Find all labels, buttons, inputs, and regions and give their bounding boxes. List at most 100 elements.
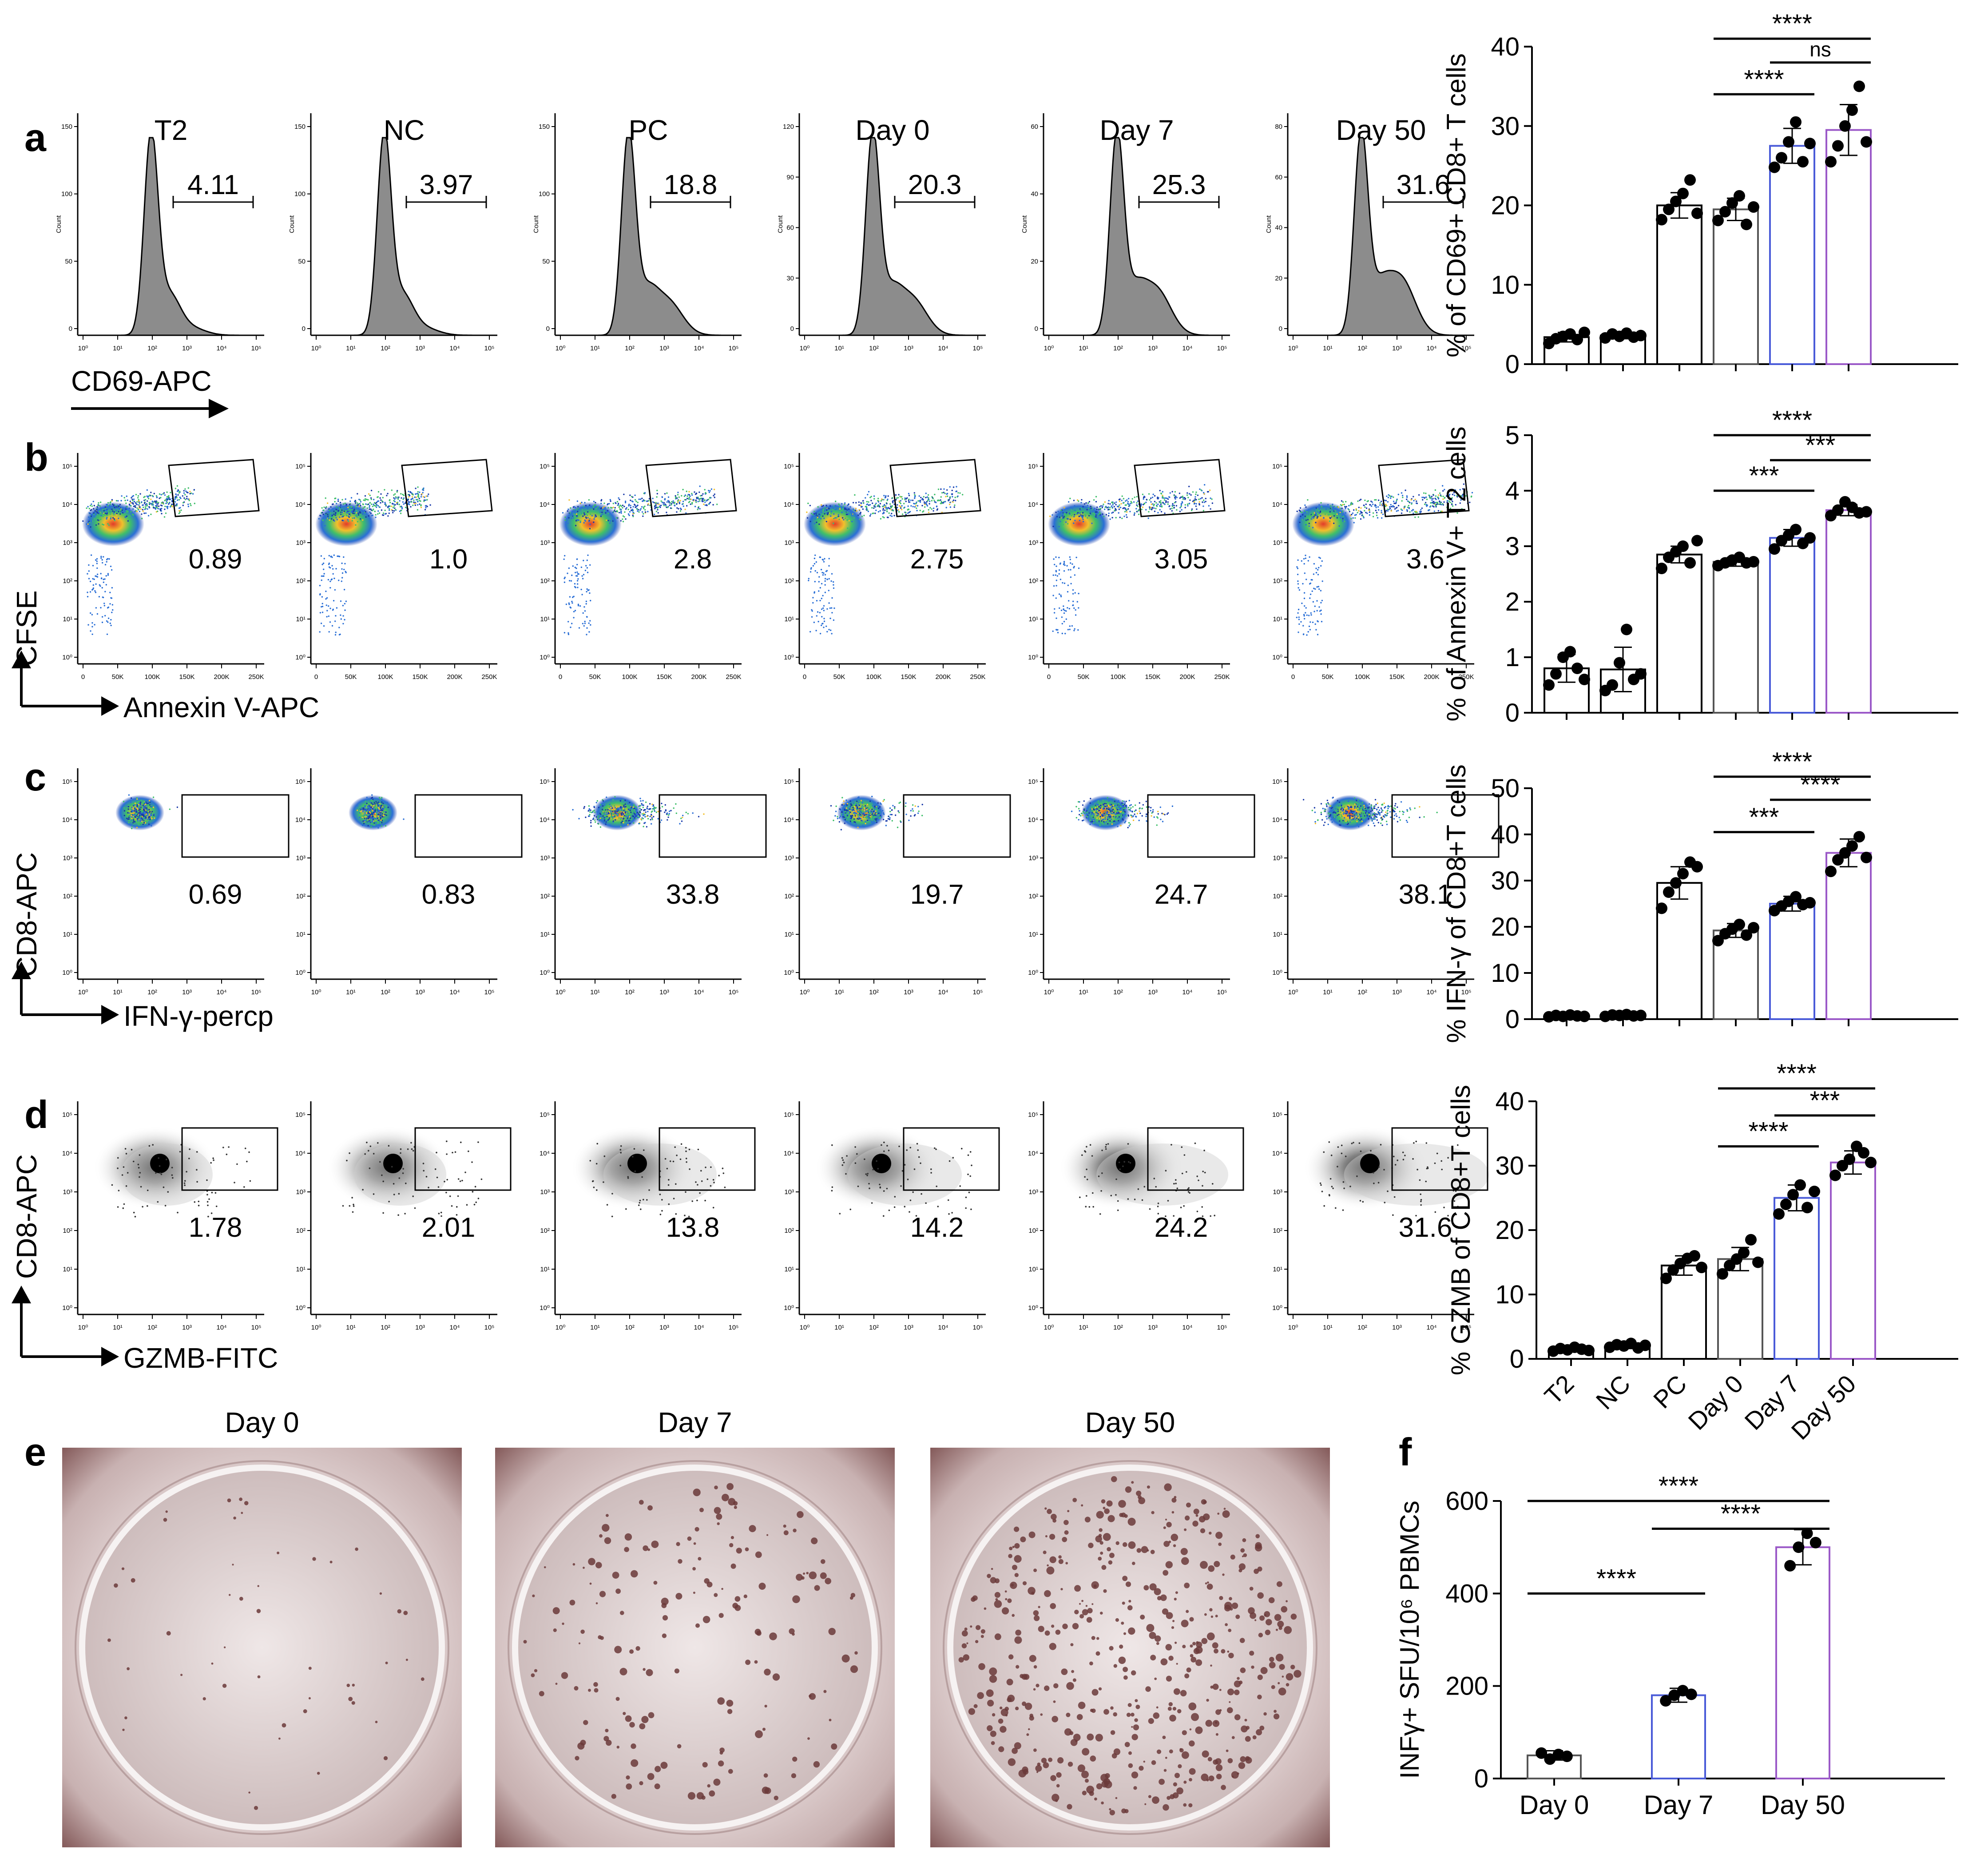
event-dot (637, 811, 639, 814)
event-dot (949, 501, 951, 504)
event-dot (1142, 504, 1144, 505)
event-dot (111, 597, 113, 599)
event-dot (1154, 510, 1156, 512)
event-dot (622, 518, 623, 520)
event-dot (1053, 558, 1055, 560)
event-dot (361, 810, 363, 812)
event-dot (1433, 510, 1435, 512)
event-dot (885, 495, 887, 497)
event-dot (828, 565, 830, 567)
y-tick-label: 20 (1031, 258, 1038, 265)
event-dot (409, 491, 411, 493)
event-dot (675, 803, 677, 805)
event-dot (1305, 557, 1306, 559)
event-dot (846, 513, 848, 516)
event-dot (187, 505, 190, 508)
event-dot (385, 814, 387, 816)
event-dot (1067, 584, 1069, 586)
event-dot (384, 509, 386, 512)
event-dot (363, 822, 365, 825)
event-dot (816, 572, 818, 574)
event-dot (144, 506, 147, 508)
event-dot (653, 502, 655, 504)
event-dot (1075, 614, 1077, 616)
event-dot (671, 503, 672, 504)
event-dot (143, 807, 144, 809)
event-dot (1424, 503, 1426, 505)
event-dot (1409, 511, 1411, 513)
event-dot (187, 504, 189, 505)
y-tick-label: 10⁰ (295, 654, 306, 661)
event-dot (178, 492, 180, 494)
event-dot (673, 502, 675, 504)
event-dot (636, 809, 638, 810)
event-dot (887, 495, 889, 497)
event-dot (166, 502, 168, 504)
event-dot (1068, 607, 1070, 610)
event-dot (343, 568, 345, 571)
event-dot (410, 506, 412, 508)
event-dot (576, 500, 579, 502)
event-dot (1142, 506, 1144, 508)
event-dot (147, 821, 149, 822)
event-dot (1303, 597, 1305, 599)
event-dot (928, 512, 930, 513)
event-dot (1432, 501, 1434, 503)
event-dot (380, 809, 382, 811)
event-dot (823, 627, 825, 628)
event-dot (151, 806, 153, 808)
event-dot (137, 815, 139, 817)
event-dot (587, 589, 589, 592)
event-dot (946, 489, 948, 491)
event-dot (821, 572, 823, 574)
event-dot (370, 818, 372, 821)
event-dot (1452, 500, 1453, 503)
event-dot (1155, 502, 1157, 504)
event-dot (619, 508, 621, 510)
event-dot (364, 805, 366, 807)
event-dot (131, 814, 132, 817)
event-dot (156, 505, 158, 507)
event-dot (1305, 607, 1307, 609)
event-dot (1389, 506, 1391, 508)
event-dot (654, 505, 656, 508)
event-dot (1127, 503, 1129, 504)
event-dot (563, 632, 566, 634)
gate-percentage: 2.75 (910, 544, 964, 575)
gate-box (1378, 459, 1470, 517)
event-dot (1342, 501, 1344, 503)
event-dot (1125, 500, 1127, 502)
count-label: Count (1265, 215, 1273, 233)
event-dot (1297, 583, 1299, 585)
event-dot (612, 503, 615, 504)
event-dot (102, 562, 103, 564)
event-dot (1370, 500, 1372, 502)
event-dot (1308, 525, 1310, 527)
event-dot (150, 814, 151, 816)
event-dot (123, 512, 125, 513)
event-dot (602, 799, 603, 801)
event-dot (325, 604, 327, 606)
event-dot (98, 523, 99, 525)
event-dot (826, 578, 828, 580)
event-dot (590, 822, 592, 824)
x-tick-label: 10⁵ (1217, 345, 1227, 352)
event-dot (376, 504, 378, 506)
event-dot (690, 498, 692, 500)
dot-cloud (804, 486, 964, 635)
event-dot (1307, 519, 1309, 520)
event-dot (702, 500, 704, 503)
event-dot (580, 588, 582, 591)
event-dot (1205, 497, 1206, 500)
event-dot (426, 505, 428, 508)
event-dot (848, 520, 850, 522)
event-dot (370, 808, 372, 810)
event-dot (869, 504, 871, 506)
event-dot (595, 821, 596, 823)
y-tick-label: 90 (786, 174, 794, 181)
event-dot (1162, 497, 1163, 499)
y-tick-label: 0 (546, 325, 550, 333)
event-dot (883, 495, 885, 496)
event-dot (1413, 500, 1415, 502)
event-dot (1429, 506, 1431, 508)
